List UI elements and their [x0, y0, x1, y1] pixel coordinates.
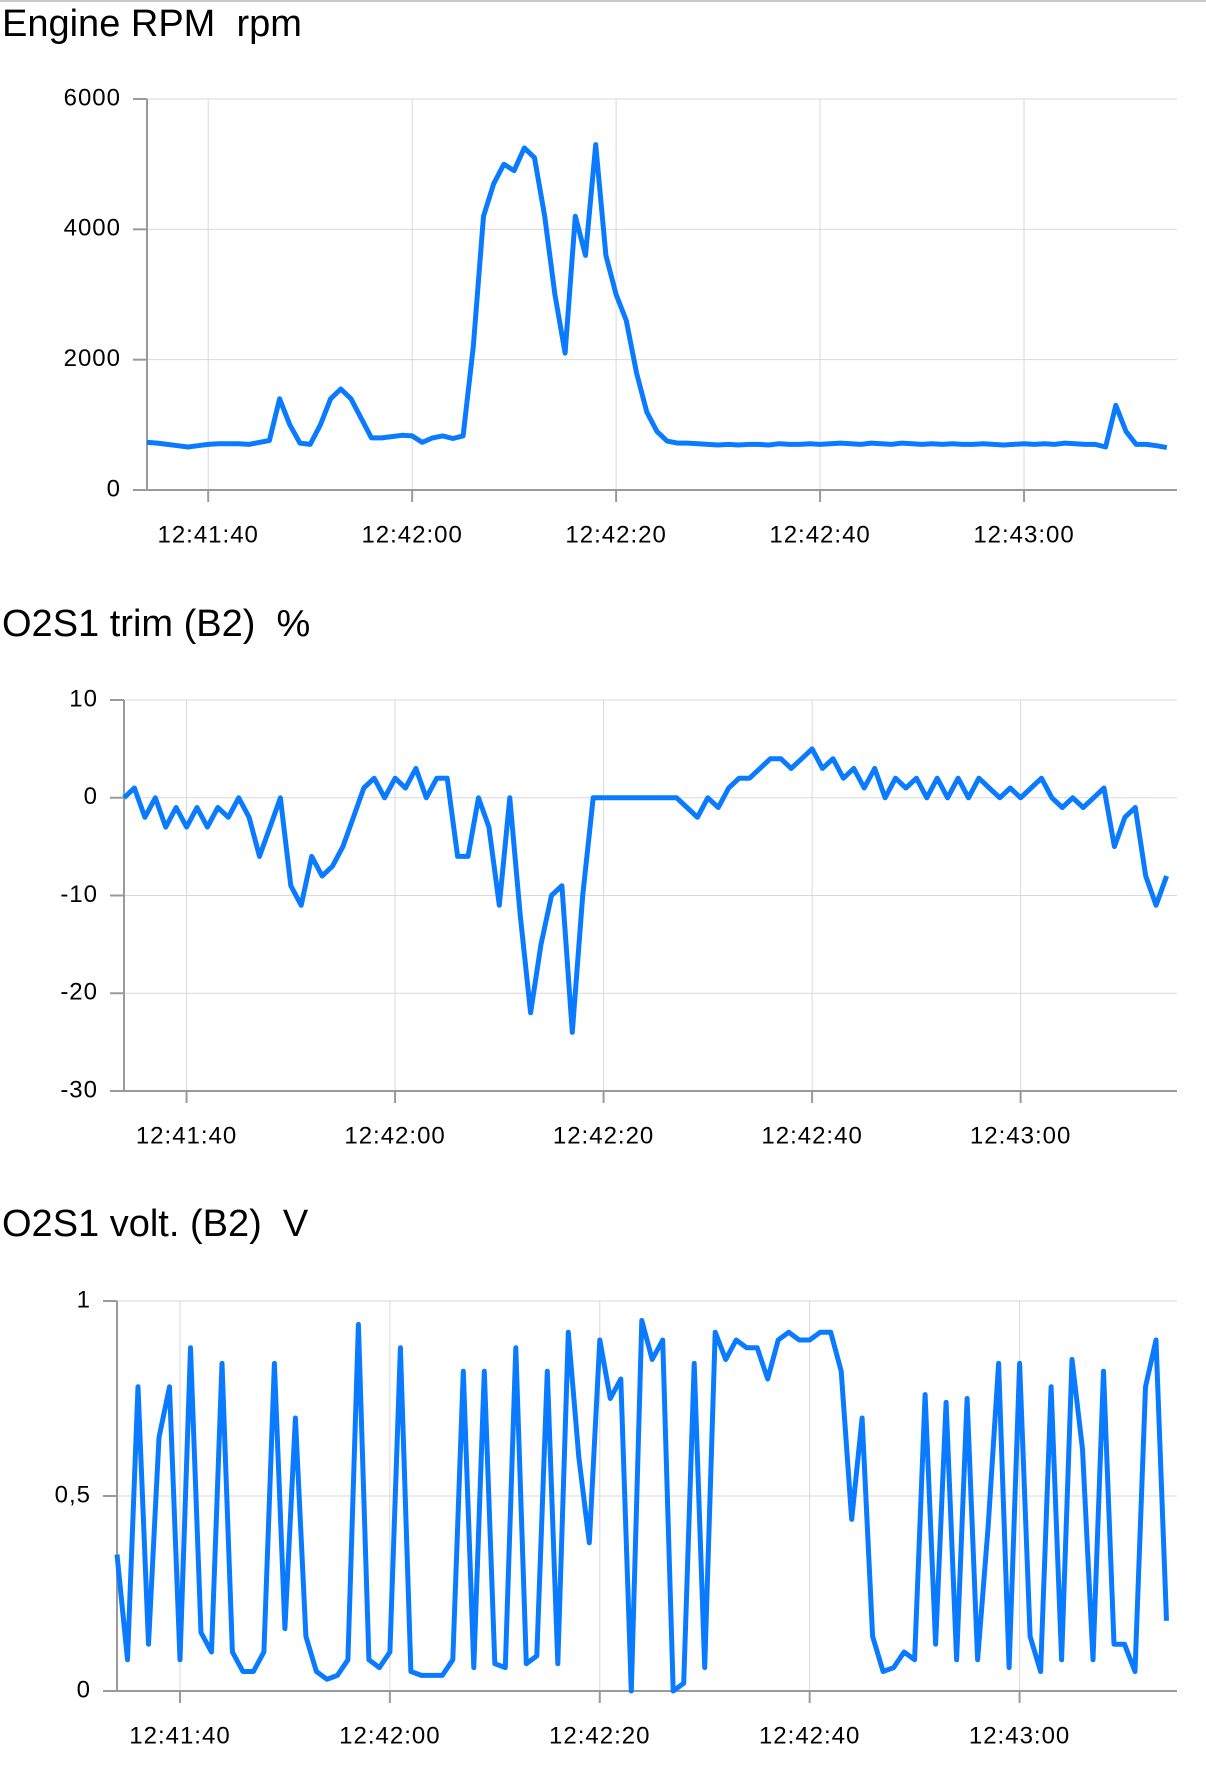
x-tick-label: 12:42:20 [549, 1722, 650, 1749]
x-tick-label: 12:42:40 [759, 1722, 860, 1749]
data-line [146, 142, 1168, 451]
chart-title: O2S1 trim (B2) % [2, 603, 310, 645]
x-tick-label: 12:42:40 [769, 521, 870, 548]
y-tick-label: 0,5 [55, 1481, 91, 1508]
x-tick-label: 12:43:00 [970, 1122, 1071, 1149]
y-tick-label: 4000 [64, 215, 121, 242]
x-tick-label: 12:42:20 [565, 521, 666, 548]
x-tick-label: 12:42:20 [553, 1122, 654, 1149]
y-tick-label: -10 [60, 881, 98, 908]
x-tick-label: 12:41:40 [157, 521, 258, 548]
x-tick-label: 12:42:40 [761, 1122, 862, 1149]
y-tick-label: 1 [77, 1286, 91, 1313]
chart-title: O2S1 volt. (B2) V [2, 1203, 309, 1245]
y-tick-label: 10 [69, 685, 98, 712]
x-tick-label: 12:43:00 [969, 1722, 1070, 1749]
y-tick-label: 0 [107, 475, 121, 502]
y-tick-label: -20 [60, 979, 98, 1006]
y-tick-label: 0 [77, 1676, 91, 1703]
data-line [122, 746, 1169, 1035]
y-tick-label: 2000 [64, 345, 121, 372]
x-tick-label: 12:42:00 [339, 1722, 440, 1749]
data-line [114, 1318, 1169, 1694]
y-tick-label: 6000 [64, 84, 121, 111]
chart-title: Engine RPM rpm [2, 3, 302, 45]
x-tick-label: 12:41:40 [136, 1122, 237, 1149]
y-tick-label: 0 [84, 783, 98, 810]
x-tick-label: 12:42:00 [344, 1122, 445, 1149]
x-tick-label: 12:43:00 [973, 521, 1074, 548]
x-tick-label: 12:42:00 [361, 521, 462, 548]
y-tick-label: -30 [60, 1076, 98, 1103]
x-tick-label: 12:41:40 [129, 1722, 230, 1749]
